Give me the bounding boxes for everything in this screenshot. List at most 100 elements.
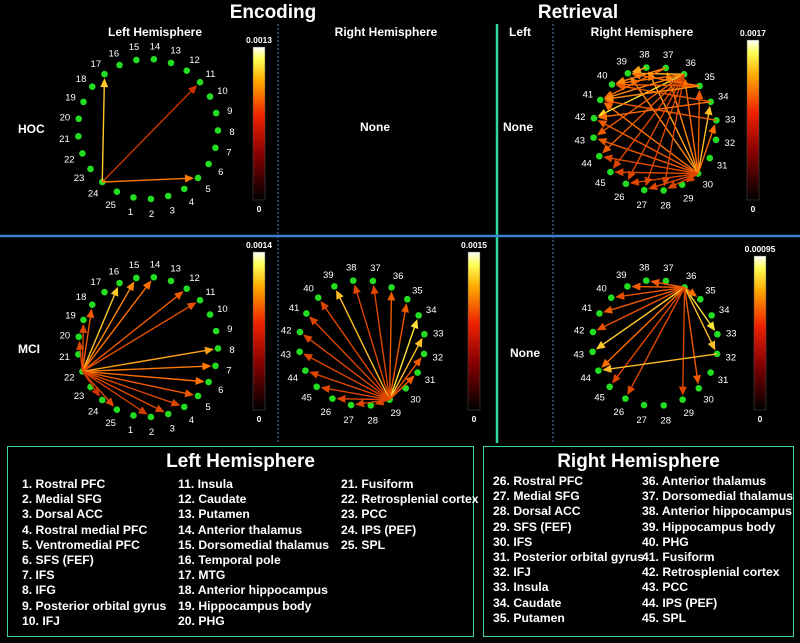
colorbar-max-label: 0.0017 — [740, 28, 766, 38]
node-11 — [196, 78, 204, 86]
node-label-10: 10 — [217, 86, 228, 97]
node-6 — [205, 160, 212, 168]
arrowhead-36-33 — [706, 321, 716, 331]
colorbar-gradient — [252, 251, 266, 411]
colorbars: 0.0013 0 0.0017 0 0.0014 0 0.0015 0 0.00095 0 — [246, 28, 776, 424]
node-35 — [697, 295, 704, 303]
node-label-10: 10 — [217, 304, 228, 315]
node-13 — [167, 59, 175, 67]
node-32 — [420, 350, 428, 358]
node-37 — [662, 64, 670, 72]
legend-left-col3: 21. Fusiform 22. Retrosplenial cortex 23… — [341, 477, 479, 553]
node-label-32: 32 — [726, 352, 737, 363]
legend-left-col1: 1. Rostral PFC 2. Medial SFG 3. Dorsal A… — [22, 477, 166, 629]
node-23 — [87, 165, 94, 173]
connection-36-40 — [620, 286, 685, 298]
arrowhead-35-41 — [604, 94, 614, 103]
legend-item: 41. Fusiform — [642, 549, 715, 564]
node-label-39: 39 — [323, 270, 334, 281]
connection-22-18 — [81, 313, 92, 372]
arrowhead-29-42 — [303, 334, 313, 344]
arrowhead-36-35 — [687, 288, 698, 297]
connection-37-41 — [608, 67, 667, 97]
node-7 — [212, 144, 219, 152]
node-40 — [607, 294, 615, 301]
node-label-11: 11 — [205, 69, 215, 80]
node-label-40: 40 — [597, 70, 608, 81]
legend-item: 27. Medial SFG — [493, 489, 580, 504]
node-18 — [88, 83, 96, 90]
node-43 — [589, 348, 596, 356]
arrowhead-29-33 — [414, 337, 423, 348]
node-29 — [678, 181, 686, 189]
node-label-38: 38 — [346, 263, 357, 274]
arrowhead-36-27 — [644, 176, 653, 187]
connection-30-35 — [697, 94, 701, 174]
arrowhead-29-41 — [309, 316, 319, 326]
node-19 — [80, 316, 87, 324]
node-label-7: 7 — [226, 366, 231, 377]
node-label-14: 14 — [150, 259, 161, 270]
connection-22-6 — [82, 370, 200, 382]
arrowhead-29-37 — [370, 284, 379, 295]
node-label-1: 1 — [128, 425, 133, 436]
legend-item: 12. Caudate — [178, 492, 247, 507]
connection-24-17 — [101, 83, 106, 183]
arrowhead-36-43 — [595, 341, 606, 350]
arrowhead-29-34 — [410, 319, 419, 329]
arrowhead-29-36 — [387, 291, 396, 301]
arrowhead-36-45 — [612, 373, 621, 384]
node-28 — [660, 187, 667, 194]
node-label-3: 3 — [170, 423, 175, 434]
node-label-42: 42 — [575, 112, 586, 123]
node-label-17: 17 — [91, 277, 102, 288]
legend-item: 9. Posterior orbital gyrus — [22, 598, 167, 613]
arrowhead-36-43 — [596, 126, 607, 136]
node-44 — [595, 367, 602, 374]
arrowhead-22-16 — [110, 286, 119, 297]
connection-36-45 — [614, 286, 686, 380]
connection-36-41 — [607, 286, 685, 312]
node-42 — [590, 114, 598, 122]
legend-item: 29. SFS (FEF) — [493, 519, 572, 534]
legend-item: 35. Putamen — [493, 610, 565, 625]
legend-item: 13. Putamen — [178, 507, 250, 522]
node-label-4: 4 — [189, 197, 194, 208]
connection-29-45 — [325, 387, 390, 401]
connection-30-37 — [667, 76, 699, 174]
arrowhead-36-28 — [661, 176, 670, 187]
arrowhead-24-5 — [184, 174, 195, 183]
arrowhead-30-45 — [614, 168, 624, 177]
connection-29-39 — [337, 294, 391, 400]
legend-item: 37. Dorsomedial thalamus — [642, 489, 794, 504]
node-label-1: 1 — [128, 207, 133, 218]
none-label-hoc-ret-left: None — [503, 120, 533, 134]
node-label-31: 31 — [718, 375, 729, 386]
node-4 — [180, 403, 188, 411]
node-31 — [414, 369, 421, 376]
none-label-hoc-enc-right: None — [360, 120, 390, 134]
node-label-15: 15 — [129, 260, 140, 271]
node-42 — [296, 328, 304, 336]
connection-22-11 — [82, 304, 193, 372]
node-44 — [302, 367, 309, 374]
arrowhead-30-28 — [667, 181, 678, 189]
node-label-31: 31 — [425, 375, 436, 386]
node-label-42: 42 — [281, 326, 292, 337]
connection-36-27 — [646, 74, 685, 182]
connection-36-39 — [636, 285, 685, 289]
arrowhead-22-7 — [202, 362, 212, 371]
node-42 — [589, 328, 597, 336]
node-19 — [80, 98, 87, 106]
node-15 — [133, 56, 140, 64]
colorbar-1: 0.0013 0 — [246, 35, 272, 214]
connection-36-44 — [605, 73, 685, 151]
connection-30-28 — [671, 172, 699, 188]
colorbar-gradient — [467, 251, 481, 411]
arrowhead-29-27 — [355, 399, 365, 408]
node-label-19: 19 — [65, 310, 76, 321]
node-label-29: 29 — [683, 193, 694, 204]
node-41 — [596, 310, 603, 317]
connection-35-40 — [620, 83, 700, 87]
node-label-40: 40 — [303, 284, 314, 295]
